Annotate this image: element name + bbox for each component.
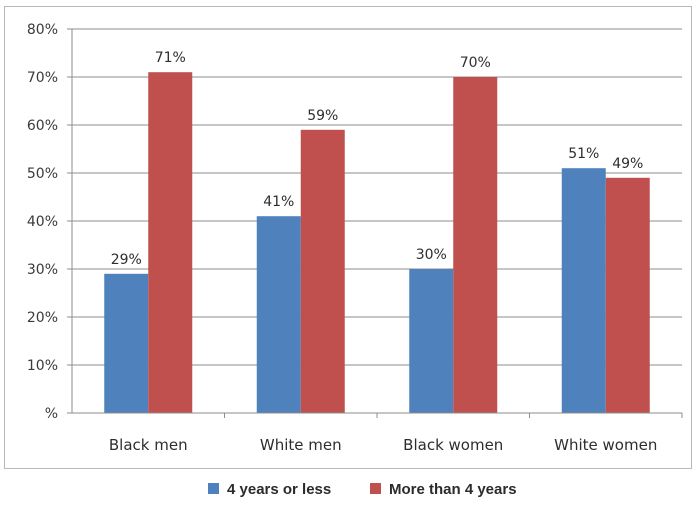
y-tick-label: 10%	[27, 358, 58, 374]
bar-four-years-or-less	[104, 273, 149, 413]
legend-label: More than 4 years	[389, 481, 517, 498]
data-label: 70%	[460, 55, 491, 71]
y-tick-label: 30%	[27, 262, 58, 278]
data-label: 29%	[111, 252, 142, 268]
bar-more-than-four-years	[453, 77, 498, 413]
y-tick-label: 80%	[27, 22, 58, 38]
data-label: 30%	[416, 247, 447, 263]
legend-swatch	[208, 483, 219, 494]
category-label: Black men	[109, 436, 188, 454]
bar-four-years-or-less	[561, 168, 606, 413]
category-label: Black women	[403, 436, 503, 454]
bar-more-than-four-years	[148, 72, 193, 413]
legend: 4 years or less More than 4 years	[208, 481, 517, 498]
y-tick-label: %	[45, 406, 58, 422]
data-labels: 29% 71% 41% 59% 30% 70% 51% 49%	[111, 50, 644, 268]
legend-label: 4 years or less	[227, 481, 331, 498]
y-tick-label: 50%	[27, 166, 58, 182]
bar-four-years-or-less	[256, 216, 301, 413]
category-label: White men	[260, 436, 342, 454]
bar-more-than-four-years	[300, 129, 345, 414]
axes: % 10% 20% 30% 40% 50% 60% 70% 80% Black men White …	[27, 22, 683, 454]
bar-four-years-or-less	[409, 269, 454, 413]
data-label: 71%	[155, 50, 186, 66]
category-label: White women	[554, 436, 657, 454]
y-tick-label: 20%	[27, 310, 58, 326]
y-tick-label: 70%	[27, 70, 58, 86]
legend-swatch	[370, 483, 381, 494]
y-tick-label: 60%	[27, 118, 58, 134]
data-label: 59%	[307, 108, 338, 124]
bar-more-than-four-years	[605, 177, 650, 413]
bars	[104, 72, 650, 414]
data-label: 49%	[612, 156, 643, 172]
data-label: 41%	[263, 194, 294, 210]
y-tick-label: 40%	[27, 214, 58, 230]
data-label: 51%	[568, 146, 599, 162]
